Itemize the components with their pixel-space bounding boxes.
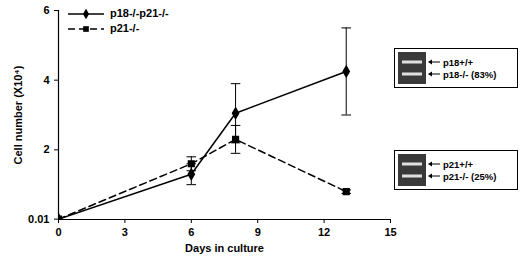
svg-text:12: 12 xyxy=(318,226,330,238)
svg-text:0: 0 xyxy=(55,226,61,238)
svg-text:6: 6 xyxy=(43,4,49,16)
svg-text:Days in culture: Days in culture xyxy=(185,242,264,254)
svg-text:p18+/+: p18+/+ xyxy=(443,57,474,68)
svg-text:4: 4 xyxy=(43,74,50,86)
svg-text:p18-/- (83%): p18-/- (83%) xyxy=(443,69,496,80)
svg-text:Cell number (X10⁴): Cell number (X10⁴) xyxy=(12,65,24,164)
svg-text:p21-/- (25%): p21-/- (25%) xyxy=(443,171,496,182)
svg-text:6: 6 xyxy=(188,226,194,238)
svg-text:2: 2 xyxy=(43,143,49,155)
svg-text:3: 3 xyxy=(122,226,128,238)
svg-text:p21+/+: p21+/+ xyxy=(443,159,474,170)
svg-text:9: 9 xyxy=(255,226,261,238)
svg-text:0.01: 0.01 xyxy=(28,213,49,225)
svg-text:15: 15 xyxy=(384,226,396,238)
html-text:p18-/-p21-/-: p18-/-p21-/- xyxy=(110,7,169,19)
html-text:p21-/-: p21-/- xyxy=(110,22,140,34)
